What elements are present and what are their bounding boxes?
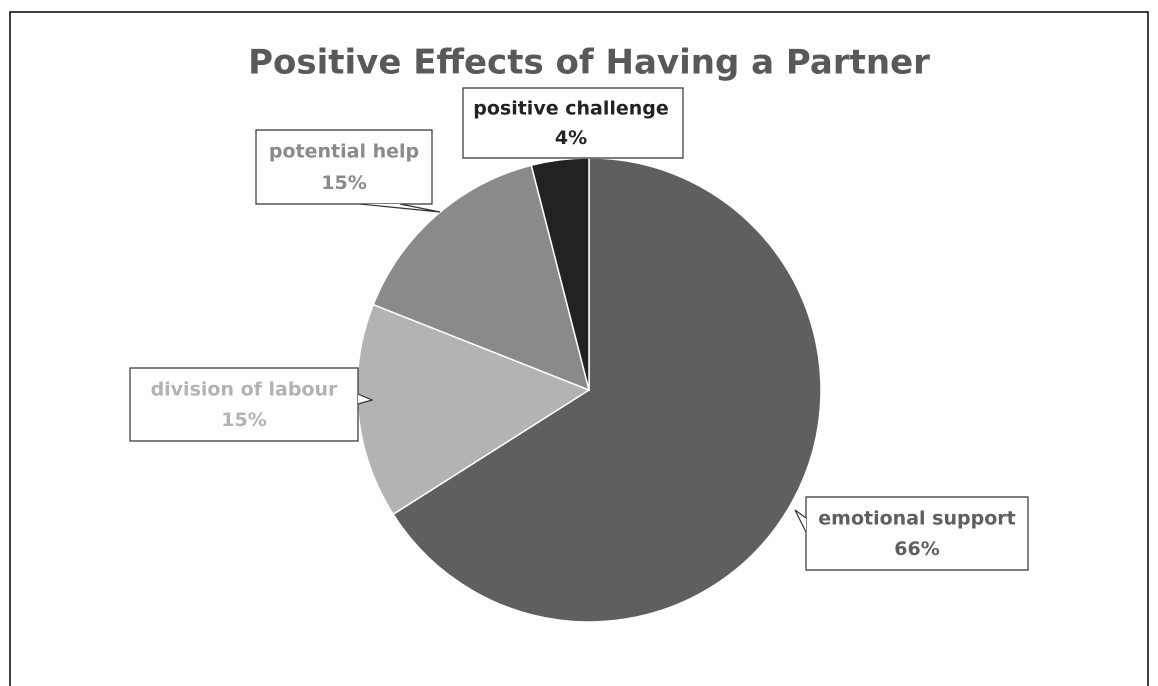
label-box: [129, 367, 359, 442]
slice-value-label: 66%: [894, 538, 939, 560]
pie-slice: [372, 164, 591, 392]
slice-label: positive challenge: [473, 98, 669, 120]
slice-label: potential help: [269, 141, 419, 163]
pie-slice: [392, 157, 822, 623]
label-box: [462, 87, 684, 159]
slice-label: emotional support: [818, 507, 1015, 529]
label-box: [805, 496, 1029, 571]
slice-label: division of labour: [151, 378, 338, 400]
label-pointer: [794, 509, 807, 533]
slice-value-label: 15%: [221, 409, 266, 431]
slice-value-label: 15%: [321, 172, 366, 194]
label-box: [255, 129, 433, 205]
slice-value-label: 4%: [555, 127, 587, 149]
label-pointer: [359, 203, 441, 213]
chart-title: Positive Effects of Having a Partner: [248, 43, 930, 83]
label-pointer: [357, 393, 374, 405]
